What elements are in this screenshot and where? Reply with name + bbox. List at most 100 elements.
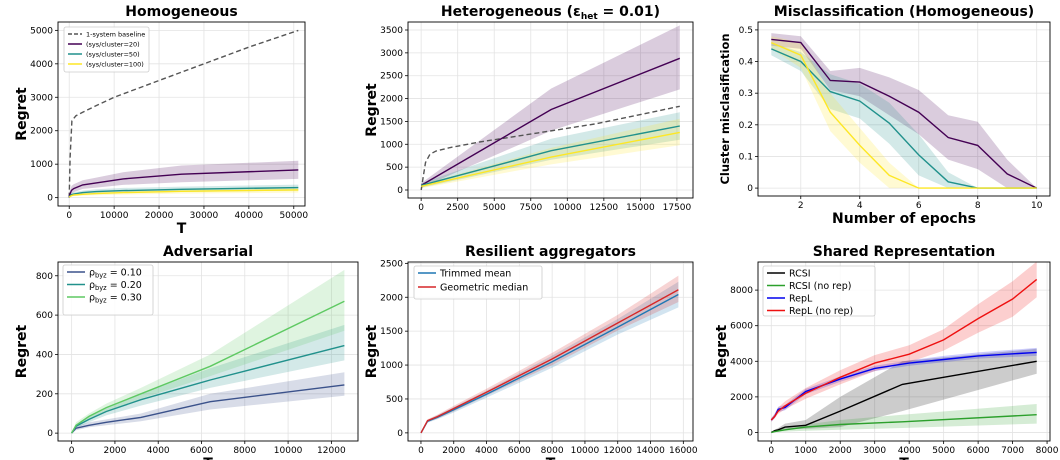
- series-line-1: [71, 384, 345, 434]
- x-tick-label: 12000: [317, 446, 346, 456]
- x-tick-label: 12500: [590, 203, 619, 213]
- x-axis-label: T: [203, 456, 213, 460]
- legend-label: ρbyz = 0.30: [89, 292, 142, 304]
- y-tick-label: 0: [47, 429, 53, 439]
- series-line-3: [70, 300, 345, 434]
- y-tick-label: 6000: [730, 322, 753, 332]
- series-line-2: [68, 169, 299, 197]
- legend: Trimmed mean Geometric median: [413, 265, 543, 300]
- y-tick-label: 0: [397, 429, 403, 439]
- series-line-2: [420, 289, 679, 434]
- y-tick-label: 0: [747, 428, 753, 438]
- y-tick-label: 0.4: [739, 58, 754, 68]
- y-tick-label: 0.1: [739, 152, 753, 162]
- series-line-2: [420, 57, 681, 187]
- x-tick-label: 10000: [571, 446, 600, 456]
- legend-box: [762, 265, 876, 317]
- y-axis-label: Regret: [364, 324, 380, 378]
- y-tick-label: 0.5: [739, 26, 753, 36]
- y-tick-label: 800: [36, 272, 53, 282]
- y-tick-label: 0: [397, 186, 403, 196]
- x-tick-label: 5000: [483, 203, 506, 213]
- y-tick-label: 0.3: [739, 89, 753, 99]
- series-line-1: [68, 29, 299, 198]
- y-axis-label: Regret: [14, 324, 30, 378]
- legend-label: RepL (no rep): [789, 306, 853, 317]
- x-tick-label: 2000: [103, 446, 126, 456]
- confidence-band-2: [421, 275, 679, 433]
- legend: 1-system baseline (sys/cluster=20) (sys/cl…: [63, 26, 150, 73]
- y-tick-label: 2000: [380, 95, 403, 105]
- y-tick-label: 4000: [730, 357, 753, 367]
- chart-title: Heterogeneous (εhet = 0.01): [441, 4, 660, 22]
- legend-label: Trimmed mean: [439, 268, 511, 279]
- legend-label: ρbyz = 0.10: [89, 267, 142, 279]
- legend-label: 1-system baseline: [86, 30, 145, 38]
- y-tick-label: 1500: [380, 117, 403, 127]
- x-tick-label: 8000: [233, 446, 256, 456]
- x-tick-label: 3000: [863, 446, 886, 456]
- y-tick-label: 1000: [380, 361, 403, 371]
- y-tick-label: 5000: [30, 26, 53, 36]
- plot-frame: [57, 261, 359, 442]
- legend-label: RCSI: [789, 268, 811, 279]
- x-tick-label: 1000: [794, 446, 817, 456]
- chart-title: Shared Representation: [813, 244, 996, 260]
- series-line-4: [421, 131, 680, 187]
- panel-1: 0 10000 20000 30000 40000 50000 0 1000 2000 3000 4…: [14, 4, 308, 237]
- series-line-4: [68, 189, 299, 198]
- x-axis-label: T: [546, 456, 556, 460]
- x-tick-label: 10000: [553, 203, 582, 213]
- series-line-2: [771, 414, 1037, 434]
- x-tick-label: 7000: [1001, 446, 1024, 456]
- chart-title: Homogeneous: [125, 4, 237, 20]
- series-line-3: [421, 125, 680, 187]
- x-tick-label: 16000: [669, 446, 698, 456]
- panel-4: 0 2000 4000 6000 8000 10000 12000 0 200 400 600 800…: [14, 244, 359, 460]
- x-tick-label: 12000: [603, 446, 632, 456]
- plot-frame: [57, 21, 306, 207]
- confidence-band-4: [69, 187, 299, 198]
- x-tick-label: 4: [857, 201, 863, 211]
- y-axis-label: Cluster misclasification: [718, 33, 732, 184]
- y-tick-label: 200: [36, 390, 53, 400]
- x-tick-label: 2: [798, 201, 804, 211]
- x-tick-label: 15000: [626, 203, 655, 213]
- series-line-3: [68, 186, 299, 198]
- x-tick-label: 14000: [636, 446, 665, 456]
- legend-box: [413, 265, 543, 300]
- x-tick-label: 5000: [932, 446, 955, 456]
- x-tick-label: 40000: [235, 211, 264, 221]
- plot-frame: [407, 261, 694, 442]
- x-tick-label: 6000: [508, 446, 531, 456]
- legend-label: (sys/cluster=100): [86, 60, 144, 68]
- x-tick-label: 20000: [145, 211, 174, 221]
- chart-title: Misclassification (Homogeneous): [774, 4, 1034, 20]
- legend-label: (sys/cluster=20): [86, 40, 140, 48]
- y-tick-label: 2000: [30, 127, 53, 137]
- x-tick-label: 4000: [475, 446, 498, 456]
- y-tick-label: 400: [36, 350, 53, 360]
- confidence-band-4: [421, 118, 680, 189]
- series-line-3: [771, 41, 1037, 189]
- confidence-band-3: [771, 36, 1037, 189]
- legend-box: [63, 26, 150, 73]
- y-axis-label: Regret: [364, 83, 380, 137]
- x-tick-label: 2000: [442, 446, 465, 456]
- y-tick-label: 2000: [380, 293, 403, 303]
- plot-frame: [407, 21, 694, 199]
- x-tick-label: 10000: [274, 446, 303, 456]
- x-tick-label: 6000: [967, 446, 990, 456]
- panel-6: 0 1000 2000 3000 4000 5000 6000 7000 8000 0 2000 40…: [714, 244, 1059, 460]
- series-line-1: [771, 38, 1038, 189]
- x-tick-label: 4000: [147, 446, 170, 456]
- y-axis-label: Regret: [14, 87, 30, 141]
- panel-2: 0 2500 5000 7500 10000 12500 15000 17500 0 500 100…: [364, 4, 694, 213]
- y-tick-label: 0.2: [739, 121, 753, 131]
- series-line-4: [770, 278, 1038, 421]
- legend-label: (sys/cluster=50): [86, 50, 140, 58]
- y-tick-label: 4000: [30, 60, 53, 70]
- y-tick-label: 2000: [730, 393, 753, 403]
